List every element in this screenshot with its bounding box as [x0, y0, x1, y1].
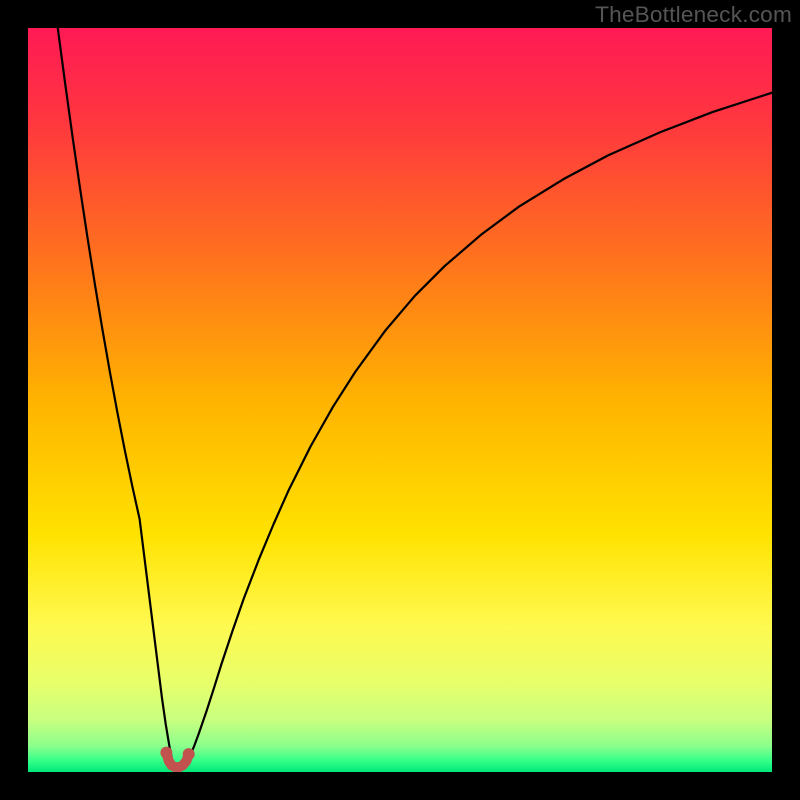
trough-endpoint-dot	[160, 747, 172, 759]
gradient-background	[28, 28, 772, 772]
trough-endpoint-dot	[183, 748, 195, 760]
watermark-text: TheBottleneck.com	[595, 2, 792, 28]
figure-container: TheBottleneck.com	[0, 0, 800, 800]
plot-area	[28, 28, 772, 772]
bottleneck-chart	[28, 28, 772, 772]
